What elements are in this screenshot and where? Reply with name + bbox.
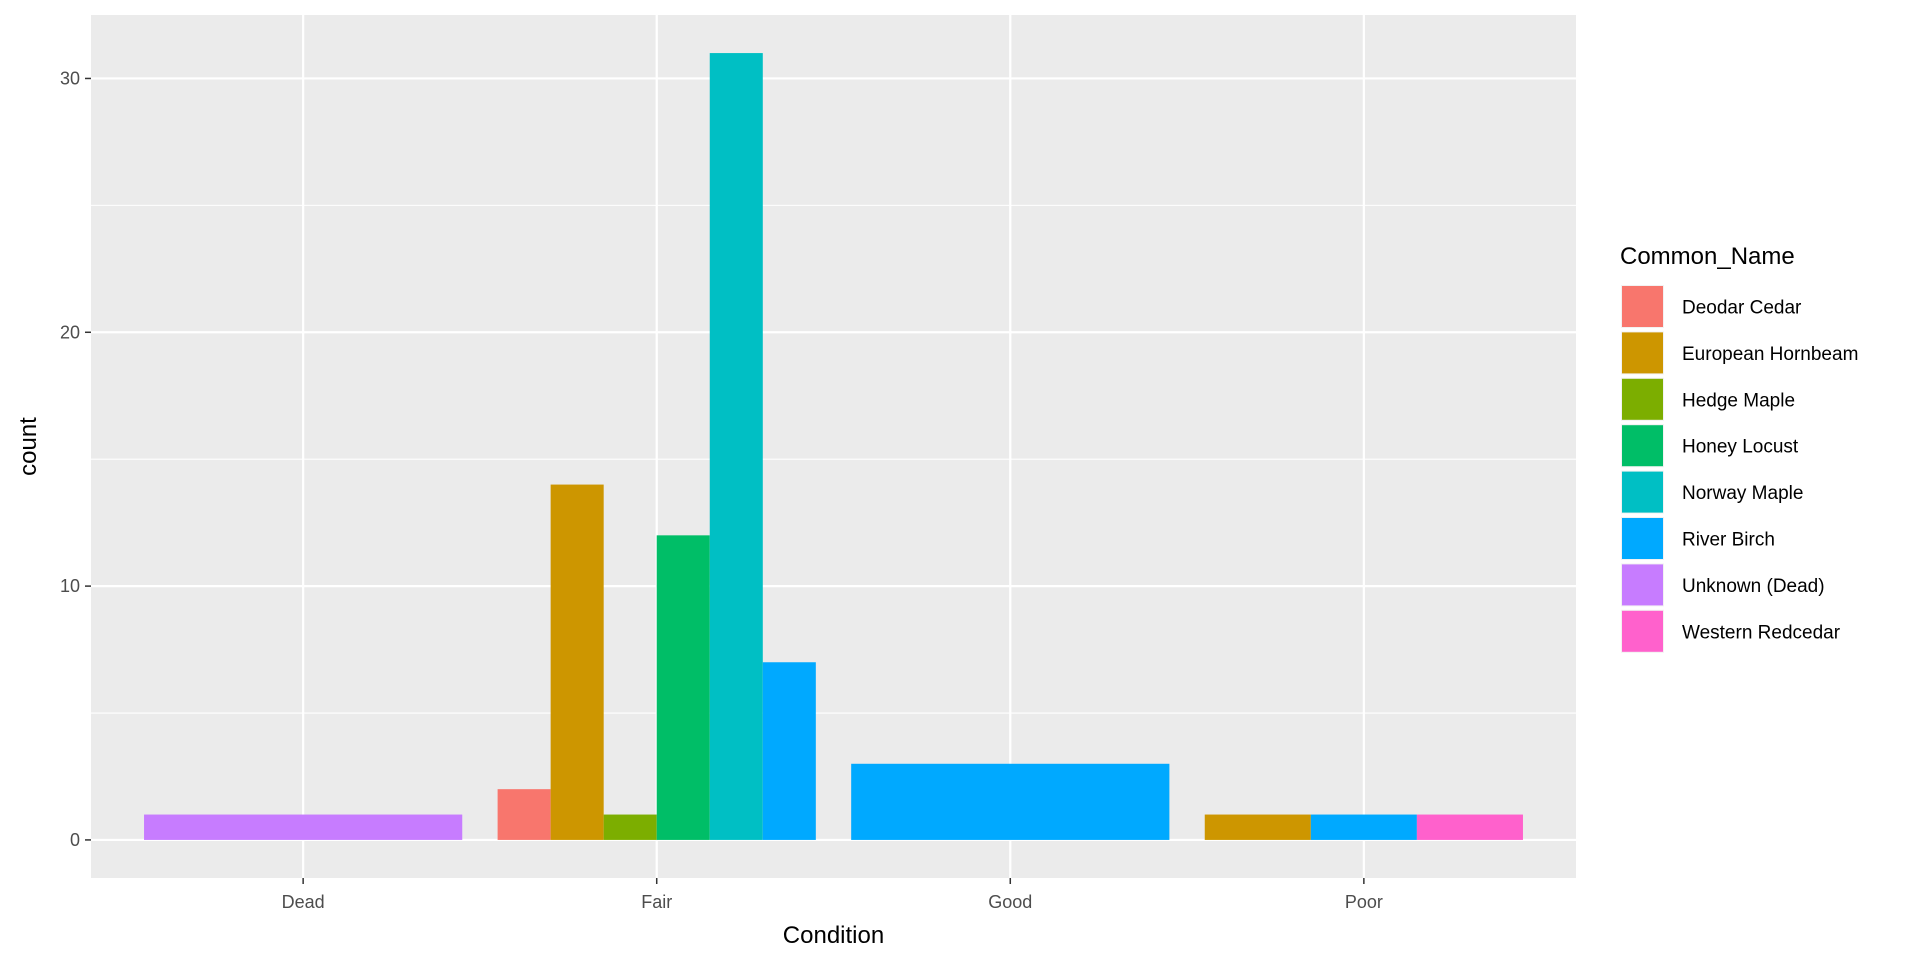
legend-swatch	[1622, 471, 1663, 513]
bar-poor-river-birch	[1310, 814, 1417, 840]
legend-swatch	[1622, 286, 1663, 327]
y-tick-label: 10	[60, 576, 80, 596]
bar-fair-deodar-cedar	[497, 789, 551, 840]
bar-fair-european-hornbeam	[550, 484, 604, 840]
legend-swatch	[1622, 564, 1663, 606]
x-tick-label: Fair	[641, 892, 672, 912]
legend-swatch	[1622, 332, 1663, 374]
legend-title: Common_Name	[1620, 243, 1795, 270]
legend-swatch	[1622, 425, 1663, 467]
x-axis-title: Condition	[783, 922, 884, 949]
legend-label: Deodar Cedar	[1682, 298, 1802, 319]
bar-fair-hedge-maple	[603, 814, 657, 840]
panel-background	[91, 15, 1576, 878]
legend-label: Hedge Maple	[1682, 390, 1795, 411]
y-tick-label: 30	[60, 68, 80, 88]
axes: 0 10 20 30 Dead Fair Good Poor	[60, 68, 1383, 912]
x-tick-label: Good	[988, 892, 1032, 912]
bar-poor-western-redcedar	[1416, 814, 1523, 840]
x-tick-label: Poor	[1345, 892, 1383, 912]
bar-good-river-birch	[851, 763, 1170, 840]
legend-swatch	[1622, 378, 1663, 420]
bar-fair-honey-locust	[656, 535, 710, 840]
legend-label: Western Redcedar	[1682, 622, 1841, 643]
bar-poor-european-hornbeam	[1204, 814, 1311, 840]
bar-dead-unknown-dead	[144, 814, 463, 840]
bars	[144, 53, 1523, 840]
x-tick-label: Dead	[282, 892, 325, 912]
legend-swatch	[1622, 518, 1663, 559]
legend-label: River Birch	[1682, 530, 1775, 551]
legend-label: Unknown (Dead)	[1682, 576, 1825, 597]
y-tick-label: 20	[60, 322, 80, 342]
bar-fair-river-birch	[762, 662, 816, 840]
legend-label: European Hornbeam	[1682, 344, 1858, 365]
y-tick-label: 0	[70, 830, 80, 850]
legend-label: Honey Locust	[1682, 437, 1799, 458]
legend-swatch	[1622, 610, 1663, 652]
legend-label: Norway Maple	[1682, 483, 1803, 504]
y-axis-title: count	[15, 417, 42, 476]
legend: Common_Name Deodar Cedar European Hornbea…	[1620, 243, 1858, 653]
bar-fair-norway-maple	[709, 53, 763, 840]
